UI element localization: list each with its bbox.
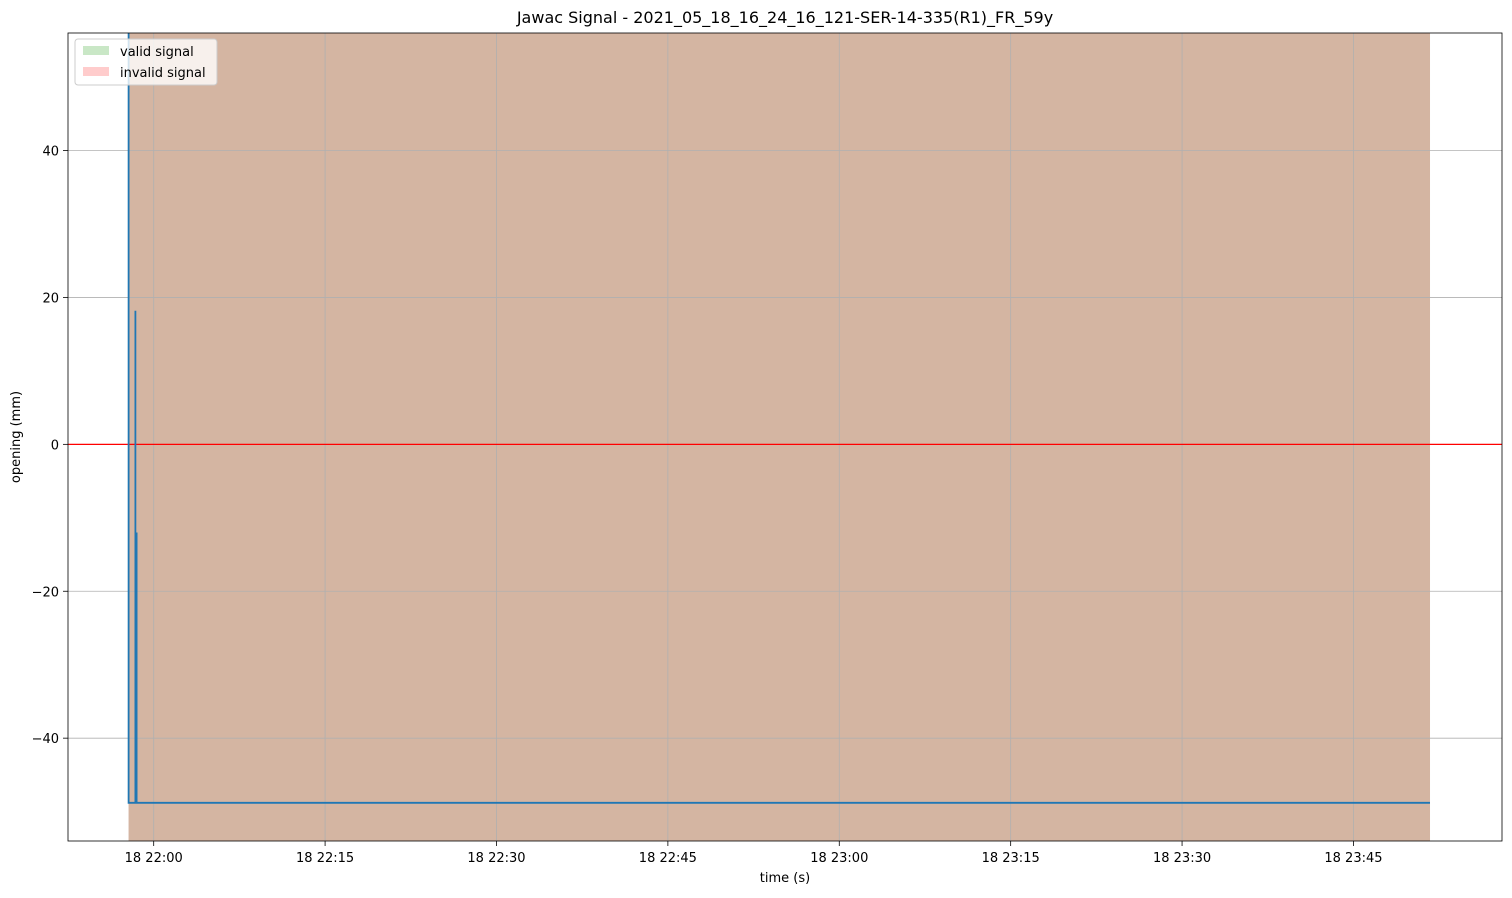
legend-label: invalid signal xyxy=(120,66,206,81)
y-tick-label: 40 xyxy=(42,145,59,160)
x-tick-label: 18 23:00 xyxy=(810,851,868,866)
signal-series-line xyxy=(127,33,1430,804)
legend-box xyxy=(74,38,218,86)
y-tick-label: −20 xyxy=(32,585,59,600)
x-axis-label: time (s) xyxy=(760,871,810,886)
plot-frame xyxy=(67,32,1503,842)
signal-shaded-region xyxy=(128,33,1431,841)
x-tick-label: 18 22:45 xyxy=(639,851,697,866)
x-tick-label: 18 22:15 xyxy=(296,851,354,866)
y-tick-label: −40 xyxy=(32,732,59,747)
chart-title: Jawac Signal - 2021_05_18_16_24_16_121-S… xyxy=(516,8,1053,28)
y-tick-label: 0 xyxy=(51,438,59,453)
x-tick-label: 18 23:30 xyxy=(1153,851,1211,866)
y-axis-label: opening (mm) xyxy=(9,391,24,483)
x-tick-label: 18 22:00 xyxy=(125,851,183,866)
legend-swatch xyxy=(83,67,109,76)
legend-swatch xyxy=(83,46,109,55)
x-tick-label: 18 23:15 xyxy=(982,851,1040,866)
x-tick-label: 18 23:45 xyxy=(1324,851,1382,866)
x-tick-label: 18 22:30 xyxy=(467,851,525,866)
y-tick-label: 20 xyxy=(42,291,59,306)
chart-legend: valid signal invalid signal xyxy=(74,38,218,86)
legend-label: valid signal xyxy=(120,45,194,60)
